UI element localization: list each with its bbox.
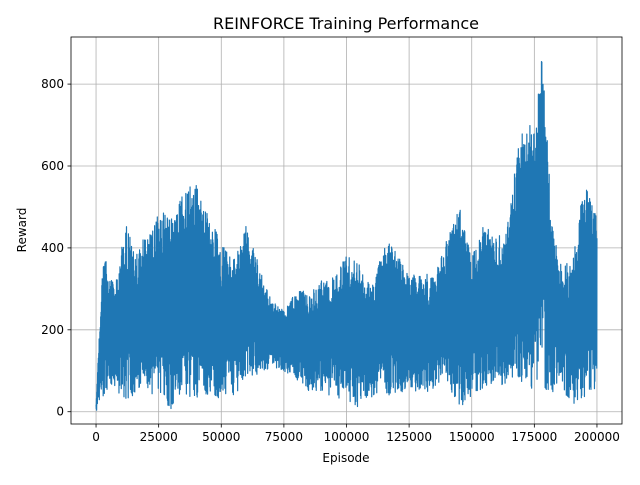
x-tick-label: 125000: [386, 430, 432, 444]
y-tick-label: 800: [41, 77, 64, 91]
x-tick-label: 175000: [511, 430, 557, 444]
chart-title: REINFORCE Training Performance: [213, 14, 479, 33]
y-tick-label: 600: [41, 159, 64, 173]
y-tick-label: 400: [41, 241, 64, 255]
y-axis-label: Reward: [15, 208, 29, 253]
x-tick-label: 50000: [202, 430, 240, 444]
x-tick-label: 150000: [449, 430, 495, 444]
y-axis-ticks: 0 200 400 600 800: [41, 77, 71, 419]
x-tick-label: 0: [92, 430, 100, 444]
y-tick-label: 200: [41, 323, 64, 337]
x-tick-label: 75000: [265, 430, 303, 444]
reward-series-line: [95, 61, 598, 411]
x-axis-ticks: 0 25000 50000 75000 100000 125000 150000 175000…: [92, 424, 620, 444]
x-tick-label: 200000: [574, 430, 620, 444]
plot-area: [95, 61, 598, 411]
y-tick-label: 0: [56, 405, 64, 419]
x-tick-label: 100000: [324, 430, 370, 444]
x-axis-label: Episode: [322, 451, 369, 465]
x-tick-label: 25000: [140, 430, 178, 444]
